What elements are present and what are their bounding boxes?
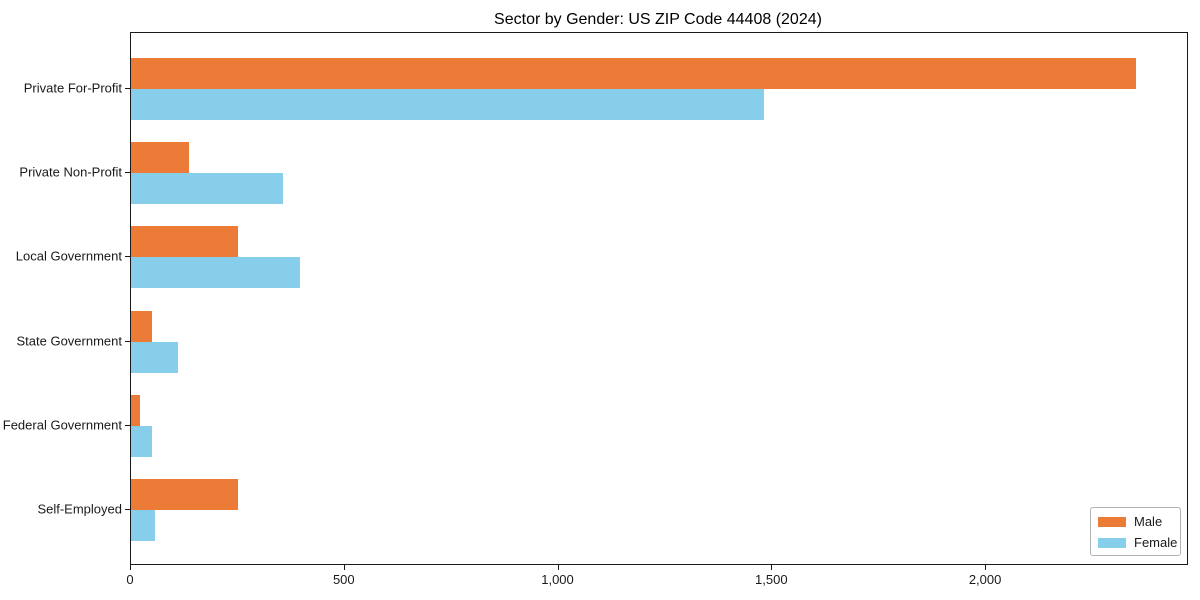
y-tick-5: [125, 509, 130, 510]
legend-label-female: Female: [1134, 535, 1178, 550]
x-tick-1: [343, 565, 345, 570]
bar-female-0: [131, 89, 764, 120]
y-label-3: State Government: [16, 333, 123, 349]
legend-label-male: Male: [1134, 514, 1163, 529]
x-label-1: 500: [332, 572, 355, 587]
plot-area: [130, 32, 1188, 565]
bar-female-1: [131, 173, 283, 205]
legend-item-male: Male: [1098, 515, 1172, 528]
bar-male-1: [131, 142, 189, 174]
bar-male-3: [131, 310, 153, 342]
legend: Male Female: [1090, 507, 1181, 556]
y-label-5: Self-Employed: [37, 501, 122, 517]
bar-female-4: [131, 425, 153, 457]
x-tick-4: [985, 565, 987, 570]
y-label-4: Federal Government: [2, 417, 122, 433]
male-color-swatch: [1098, 516, 1126, 527]
y-label-1: Private Non-Profit: [19, 164, 122, 180]
y-label-2: Local Government: [15, 248, 122, 264]
y-tick-2: [125, 256, 130, 258]
bar-female-2: [131, 257, 300, 289]
x-label-4: 2,000: [968, 572, 1002, 587]
y-tick-4: [125, 424, 130, 426]
y-tick-3: [125, 340, 130, 342]
x-tick-0: [130, 565, 131, 570]
y-tick-0: [125, 88, 130, 89]
y-tick-1: [125, 172, 130, 174]
chart-title: Sector by Gender: US ZIP Code 44408 (202…: [494, 11, 822, 28]
x-label-0: 0: [126, 572, 134, 587]
bar-male-5: [131, 479, 238, 510]
female-color-swatch: [1098, 537, 1126, 548]
x-tick-3: [771, 565, 773, 570]
bar-male-0: [131, 58, 1136, 89]
x-label-2: 1,000: [541, 572, 574, 587]
bar-male-4: [131, 394, 140, 426]
y-label-0: Private For-Profit: [23, 80, 122, 96]
bar-female-3: [131, 341, 178, 373]
legend-item-female: Female: [1098, 536, 1177, 549]
bar-female-5: [131, 510, 155, 541]
x-label-3: 1,500: [755, 572, 788, 587]
bar-male-2: [131, 226, 238, 258]
x-tick-2: [557, 565, 559, 570]
